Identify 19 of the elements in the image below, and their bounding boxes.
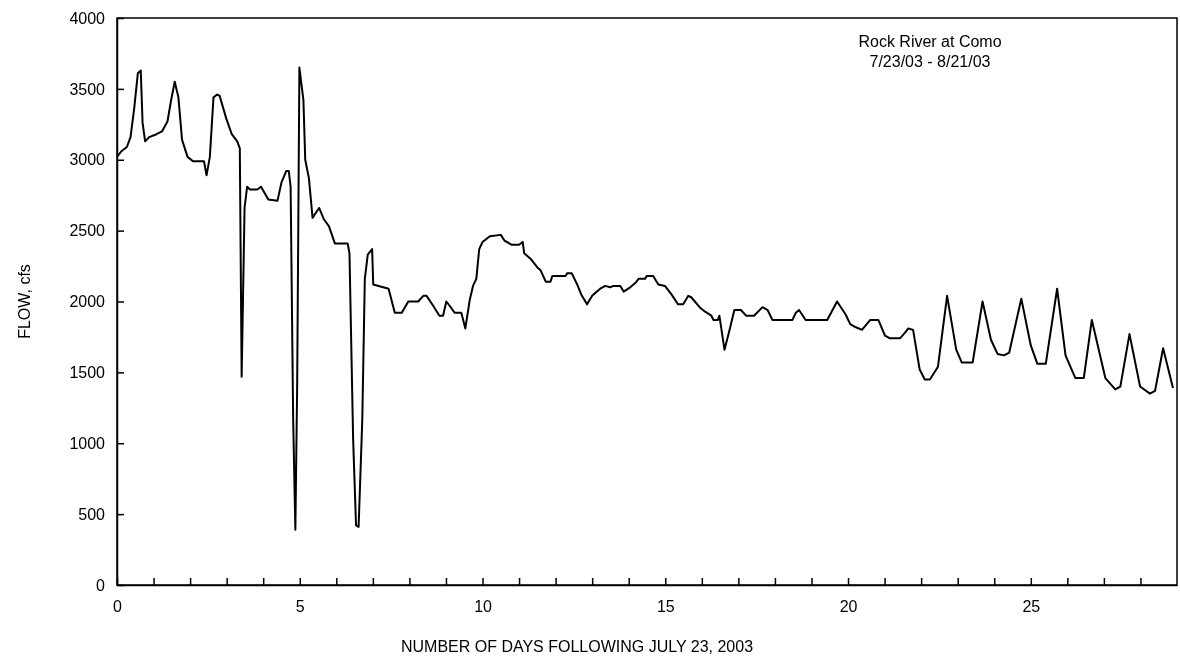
x-tick-label: 25 — [1022, 598, 1041, 616]
annotation: Rock River at Como — [858, 33, 1002, 50]
y-tick-label: 4000 — [69, 9, 106, 27]
y-tick-label: 500 — [78, 505, 106, 523]
x-tick-label: 15 — [656, 598, 675, 616]
x-axis-title: NUMBER OF DAYS FOLLOWING JULY 23, 2003 — [400, 638, 754, 655]
annotation: 7/23/03 - 8/21/03 — [869, 53, 991, 70]
y-tick-label: 1500 — [69, 363, 106, 381]
y-tick-label: 2000 — [69, 293, 106, 311]
y-tick-label: 0 — [96, 576, 106, 594]
y-tick-label: 3000 — [69, 151, 106, 169]
x-tick-label: 5 — [295, 598, 305, 616]
y-tick-label: 3500 — [69, 80, 106, 98]
x-tick-label: 0 — [113, 598, 123, 616]
x-tick-label: 10 — [474, 598, 493, 616]
y-axis-title: FLOW, cfs — [16, 264, 33, 339]
x-tick-label: 20 — [839, 598, 858, 616]
y-tick-label: 1000 — [69, 434, 106, 452]
y-tick-label: 2500 — [69, 222, 106, 240]
